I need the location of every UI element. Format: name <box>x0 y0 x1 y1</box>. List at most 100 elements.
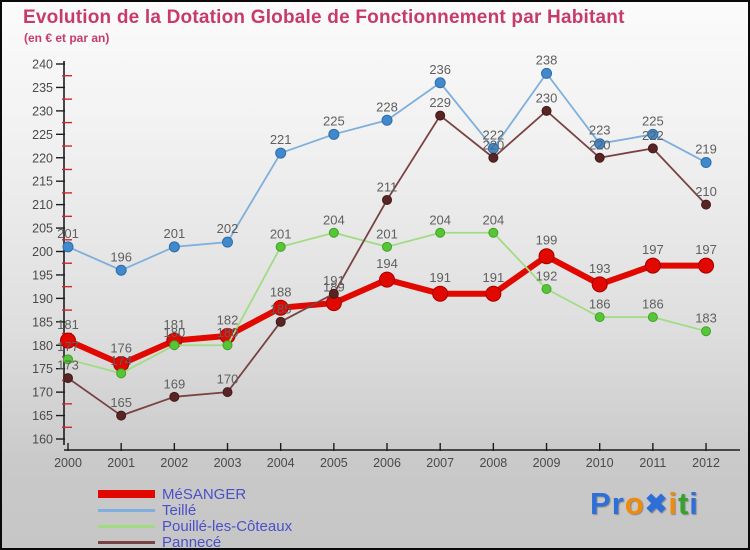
y-tick-label: 240 <box>32 58 53 72</box>
logo-letter: i <box>668 486 678 521</box>
data-point-label: 185 <box>270 301 292 316</box>
data-point-label: 201 <box>270 226 292 241</box>
data-point-label: 225 <box>323 113 345 128</box>
data-point <box>700 156 712 168</box>
legend-item-3: Pannecé <box>98 534 292 548</box>
data-point-label: 183 <box>695 311 717 326</box>
data-point <box>594 152 605 163</box>
logo-letter: r <box>611 486 625 521</box>
x-tick-label: 2000 <box>54 456 82 470</box>
data-point <box>328 227 339 238</box>
data-point <box>435 227 446 238</box>
data-point <box>541 67 553 79</box>
data-point-label: 181 <box>57 317 79 332</box>
logo-letter: o <box>624 486 645 521</box>
legend-item-0: MéSANGER <box>98 486 292 502</box>
data-point-label: 192 <box>536 269 558 284</box>
chart-subtitle: (en € et par an) <box>24 31 110 45</box>
data-point <box>275 316 286 327</box>
data-point-label: 202 <box>217 221 239 236</box>
y-tick-label: 215 <box>32 175 53 189</box>
page-title: Evolution de la Dotation Globale de Fonc… <box>23 7 625 28</box>
x-tick-label: 2002 <box>160 456 188 470</box>
legend-label: Teillé <box>162 501 197 519</box>
data-point <box>222 340 233 351</box>
data-point-label: 199 <box>536 233 558 248</box>
data-point-label: 220 <box>483 137 505 152</box>
data-point-label: 228 <box>376 99 398 114</box>
data-point <box>488 152 499 163</box>
data-point-label: 173 <box>57 358 79 373</box>
data-point <box>382 194 393 205</box>
data-point <box>275 147 287 159</box>
legend: MéSANGER Teillé Pouillé-les-Côteaux Pannecé <box>98 486 293 548</box>
data-point <box>594 312 605 323</box>
y-tick-label: 200 <box>32 245 53 259</box>
data-point <box>381 114 393 126</box>
x-tick-label: 2009 <box>533 456 561 470</box>
data-point <box>647 143 658 154</box>
data-point-label: 222 <box>642 128 664 143</box>
legend-swatch <box>98 524 155 528</box>
data-point-label: 201 <box>57 226 79 241</box>
data-point-label: 204 <box>323 212 345 227</box>
data-point <box>116 410 127 421</box>
logo-letter: i <box>689 486 699 521</box>
legend-item-1: Teillé <box>98 502 292 518</box>
legend-swatch <box>98 508 155 512</box>
data-point <box>115 264 127 276</box>
proxiti-logo: Pro✖iti <box>590 486 699 522</box>
data-point-label: 236 <box>429 62 451 77</box>
data-point-label: 230 <box>536 90 558 105</box>
x-tick-label: 2003 <box>214 456 242 470</box>
data-point-label: 223 <box>589 123 611 138</box>
data-point <box>382 241 393 252</box>
y-tick-label: 230 <box>32 104 53 118</box>
data-point <box>591 276 608 293</box>
y-tick-label: 160 <box>32 433 53 447</box>
data-point <box>698 257 715 274</box>
legend-label: Pouillé-les-Côteaux <box>162 517 293 535</box>
data-point <box>222 236 234 248</box>
data-point <box>435 110 446 121</box>
legend-swatch <box>98 490 155 498</box>
x-tick-label: 2006 <box>373 456 401 470</box>
data-point <box>538 248 555 265</box>
data-point <box>169 391 180 402</box>
data-point <box>432 285 449 302</box>
data-point <box>272 299 289 316</box>
data-point <box>647 312 658 323</box>
data-point <box>594 138 606 150</box>
logo-letter: t <box>677 486 690 521</box>
legend-swatch <box>98 540 155 544</box>
legend-label: MéSANGER <box>162 485 247 503</box>
data-point-label: 229 <box>429 95 451 110</box>
y-tick-label: 205 <box>32 222 53 236</box>
data-point-label: 210 <box>695 184 717 199</box>
data-point-label: 191 <box>323 273 345 288</box>
data-point <box>328 128 340 140</box>
y-tick-label: 235 <box>32 81 53 95</box>
data-point-label: 201 <box>163 226 185 241</box>
data-point-label: 177 <box>57 339 79 354</box>
y-tick-label: 195 <box>32 268 53 282</box>
y-tick-label: 165 <box>32 409 53 423</box>
y-tick-label: 210 <box>32 198 53 212</box>
y-tick-label: 190 <box>32 292 53 306</box>
logo-letter: P <box>590 486 612 521</box>
y-tick-label: 175 <box>32 362 53 376</box>
data-point-label: 182 <box>217 312 239 327</box>
data-point-label: 238 <box>536 52 558 67</box>
x-tick-label: 2001 <box>107 456 135 470</box>
dgf-line-chart: 1601651701751801851901952002052102152202… <box>32 52 740 470</box>
data-point-label: 225 <box>642 113 664 128</box>
y-tick-label: 170 <box>32 386 53 400</box>
data-point-label: 188 <box>270 284 292 299</box>
data-point <box>222 387 233 398</box>
x-tick-label: 2008 <box>479 456 507 470</box>
data-point-label: 191 <box>429 270 451 285</box>
data-point-label: 170 <box>217 372 239 387</box>
data-point <box>60 332 76 349</box>
data-point <box>488 227 499 238</box>
data-point-label: 169 <box>163 376 185 391</box>
